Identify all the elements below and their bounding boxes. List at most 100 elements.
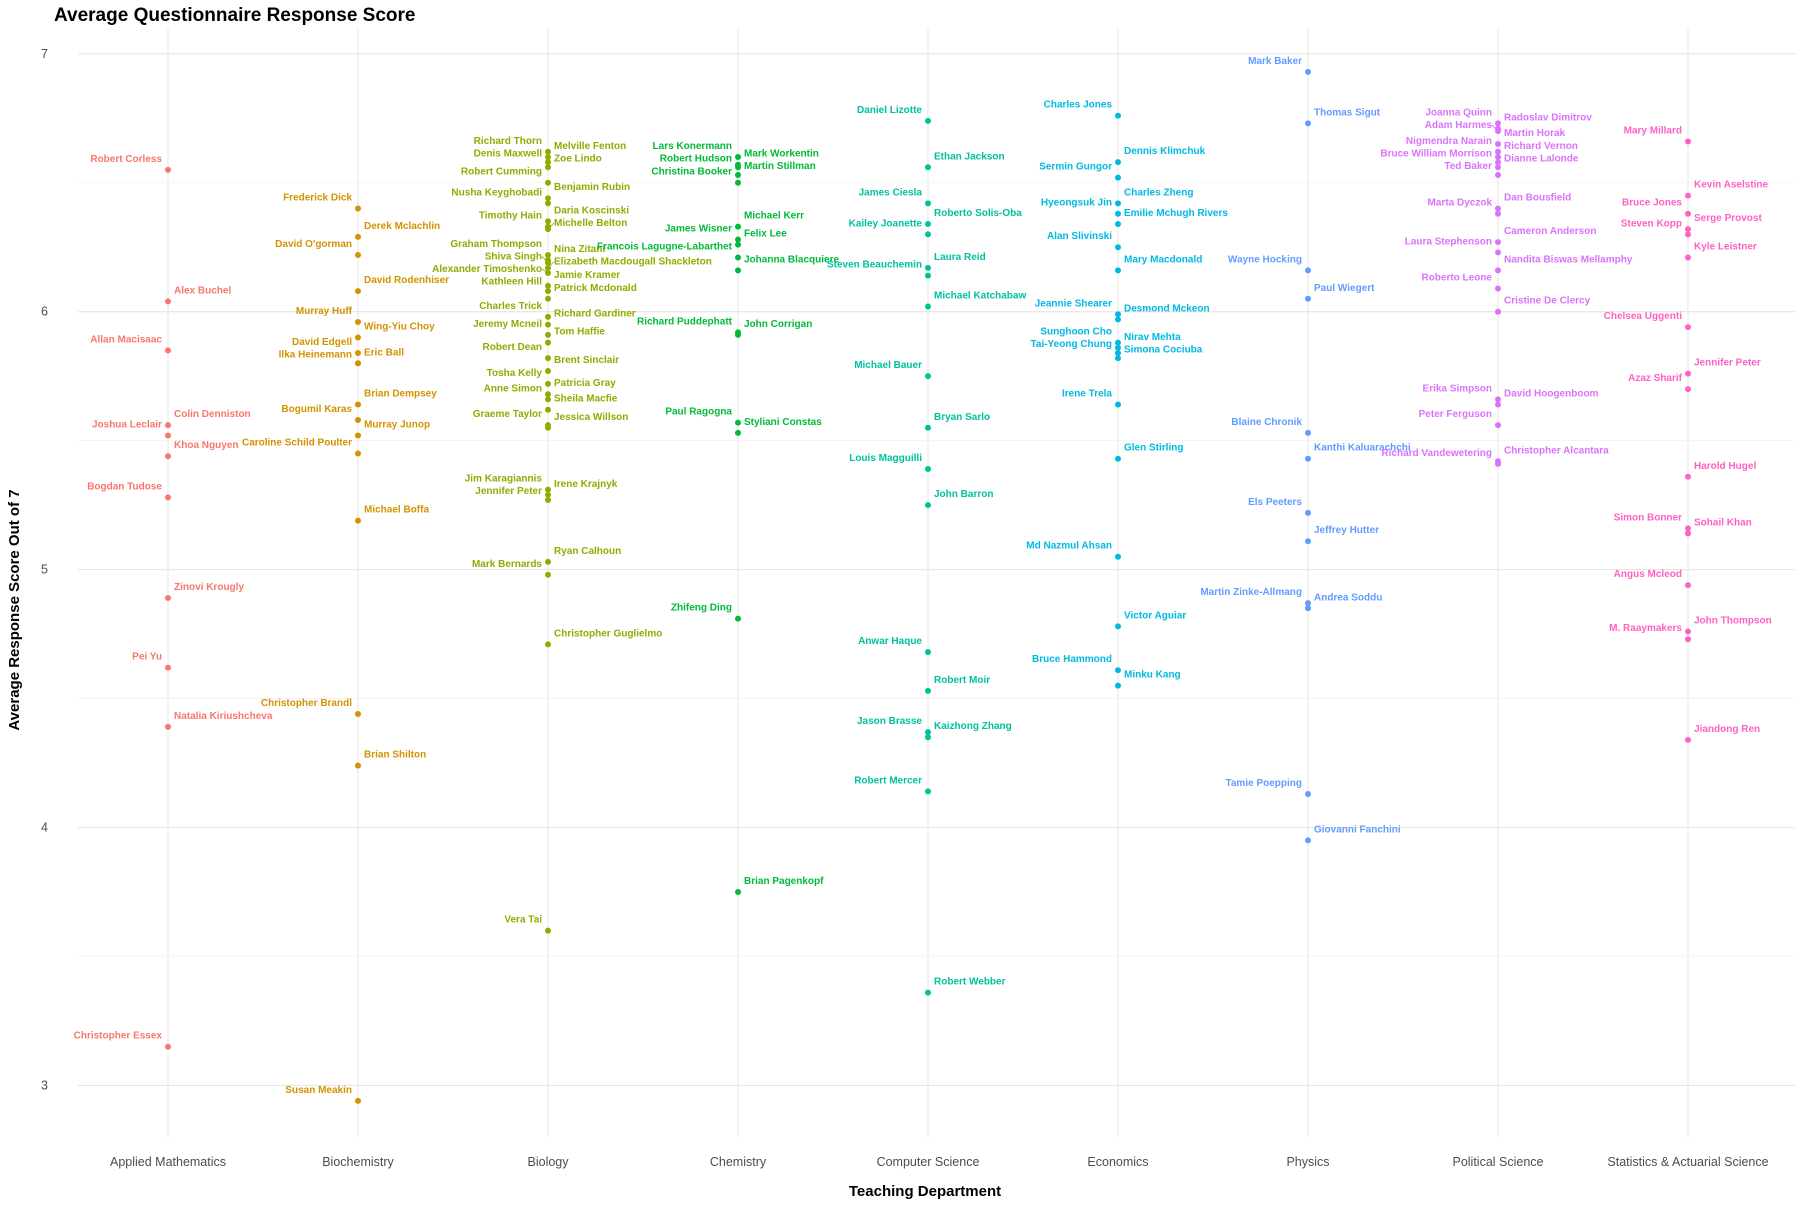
point-label-jeannie-shearer: Jeannie Shearer [1035, 298, 1112, 309]
point-label-charles-trick: Charles Trick [479, 301, 542, 312]
point-label-dianne-lalonde: Dianne Lalonde [1504, 153, 1579, 164]
point-label-michael-bauer: Michael Bauer [854, 360, 922, 371]
data-point-peter-ferguson [1495, 422, 1501, 429]
point-label-cristine-de-clercy: Cristine De Clercy [1504, 296, 1591, 307]
point-label-derek-mclachlin: Derek Mclachlin [364, 221, 440, 232]
point-label-denis-maxwell: Denis Maxwell [474, 148, 543, 159]
data-point-david-edgell [355, 349, 361, 356]
point-label-brian-dempsey: Brian Dempsey [364, 389, 437, 400]
data-point-derek-mclachlin [355, 233, 361, 240]
data-point-jennifer-peter [1685, 370, 1691, 377]
y-axis-ticks: 3 4 5 6 7 [41, 47, 48, 1093]
point-label-robert-webber: Robert Webber [934, 977, 1006, 988]
x-tick-label: Applied Mathematics [110, 1155, 226, 1169]
point-label-lars-konermann: Lars Konermann [653, 141, 732, 152]
data-point-charles-zheng [1115, 200, 1121, 207]
data-point-robert-cumming [545, 179, 551, 186]
point-label-azaz-sharif: Azaz Sharif [1628, 373, 1683, 384]
data-point-styliani-constas [735, 429, 741, 436]
point-label-robert-cumming: Robert Cumming [461, 167, 542, 178]
data-point-richard-vandewetering [1495, 460, 1501, 467]
data-point-sohail-khan [1685, 530, 1691, 537]
data-point-christopher-guglielmo [545, 641, 551, 648]
point-label-tom-haffie: Tom Haffie [554, 327, 605, 338]
data-point-harold-hugel [1685, 473, 1691, 480]
y-tick-label: 7 [41, 47, 48, 61]
y-axis-title: Average Response Score Out of 7 [6, 489, 23, 730]
data-point-erika-simpson [1495, 396, 1501, 403]
point-label-richard-puddephatt: Richard Puddephatt [637, 316, 733, 327]
data-point-blaine-chronik [1305, 429, 1311, 436]
point-label-chelsea-uggenti: Chelsea Uggenti [1604, 311, 1683, 322]
data-point-minku-kang [1115, 682, 1121, 689]
data-point-felix-lee [735, 241, 741, 248]
data-point-nirav-mehta [1115, 344, 1121, 351]
point-label-charles-zheng: Charles Zheng [1124, 187, 1193, 198]
point-label-peter-ferguson: Peter Ferguson [1419, 409, 1492, 420]
point-label-zinovi-krougly: Zinovi Krougly [174, 582, 244, 593]
data-point-zoe-lindo [545, 164, 551, 171]
point-label-blaine-chronik: Blaine Chronik [1231, 417, 1302, 428]
x-tick-label: Biochemistry [322, 1155, 394, 1169]
data-point-steven-kopp [1685, 231, 1691, 238]
x-axis-title: Teaching Department [849, 1183, 1001, 1200]
point-label-kanthi-kaluarachchi: Kanthi Kaluarachchi [1314, 443, 1411, 454]
data-point-irene-krajnyk [545, 491, 551, 498]
x-tick-label: Economics [1087, 1155, 1148, 1169]
point-label-pei-yu: Pei Yu [132, 652, 162, 663]
data-point-john-thompson [1685, 628, 1691, 635]
point-label-allan-macisaac: Allan Macisaac [90, 334, 162, 345]
data-point-richard-gardiner [545, 321, 551, 328]
point-label-jessica-willson: Jessica Willson [554, 412, 628, 423]
data-point-christopher-brandl [355, 711, 361, 718]
x-tick-label: Computer Science [877, 1155, 980, 1169]
point-label-louis-magguilli: Louis Magguilli [849, 453, 922, 464]
data-point-hyeongsuk-jin [1115, 210, 1121, 217]
data-point-michael-katchabaw [925, 303, 931, 310]
data-point-james-wisner [735, 236, 741, 243]
data-point-dianne-lalonde [1495, 164, 1501, 171]
data-point-mary-millard [1685, 138, 1691, 145]
data-point-anwar-haque [925, 649, 931, 656]
point-label-michael-kerr: Michael Kerr [744, 211, 804, 222]
point-label-ryan-calhoun: Ryan Calhoun [554, 546, 621, 557]
data-point-charles-trick [545, 313, 551, 320]
point-label-sheila-macfie: Sheila Macfie [554, 394, 618, 405]
data-point-nusha-keyghobadi [545, 200, 551, 207]
point-label-elizabeth-macdougall-shackleton: Elizabeth Macdougall Shackleton [554, 257, 712, 268]
data-point-tamie-poepping [1305, 790, 1311, 797]
point-label-dan-bousfield: Dan Bousfield [1504, 193, 1571, 204]
point-label-jiandong-ren: Jiandong Ren [1694, 724, 1760, 735]
data-point-denis-maxwell [545, 159, 551, 166]
data-point-brent-sinclair [545, 368, 551, 375]
data-point-adam-harmes [1495, 128, 1501, 135]
point-label-alan-slivinski: Alan Slivinski [1047, 231, 1112, 242]
y-tick-label: 6 [41, 305, 48, 319]
point-label-simon-bonner: Simon Bonner [1614, 512, 1682, 523]
point-label-robert-dean: Robert Dean [483, 342, 542, 353]
point-label-frederick-dick: Frederick Dick [283, 193, 352, 204]
point-label-robert-mercer: Robert Mercer [854, 775, 922, 786]
point-label-tamie-poepping: Tamie Poepping [1226, 778, 1303, 789]
data-point-angus-mcleod [1685, 582, 1691, 589]
point-label-irene-krajnyk: Irene Krajnyk [554, 479, 618, 490]
point-label-paul-ragogna: Paul Ragogna [665, 407, 732, 418]
point-label-andrea-soddu: Andrea Soddu [1314, 592, 1382, 603]
point-labels: Robert Corless Alex Buchel Allan Macisaac C… [74, 56, 1772, 1096]
data-point-azaz-sharif [1685, 386, 1691, 393]
point-label-jennifer-peter: Jennifer Peter [475, 486, 542, 497]
data-point-simona-cociuba [1115, 355, 1121, 362]
point-label-david-edgell: David Edgell [292, 337, 352, 348]
data-point-robert-mercer [925, 788, 931, 795]
point-label-bruce-hammond: Bruce Hammond [1032, 654, 1112, 665]
data-point-jeremy-mcneil [545, 331, 551, 338]
data-point-paul-ragogna [735, 419, 741, 426]
point-label-nandita-biswas-mellamphy: Nandita Biswas Mellamphy [1504, 254, 1633, 265]
point-label-benjamin-rubin: Benjamin Rubin [554, 182, 630, 193]
y-tick-label: 4 [41, 821, 48, 835]
x-tick-label: Physics [1286, 1155, 1329, 1169]
data-point-kevin-aselstine [1685, 192, 1691, 199]
data-point-els-peeters [1305, 509, 1311, 516]
point-label-kailey-joanette: Kailey Joanette [849, 218, 923, 229]
